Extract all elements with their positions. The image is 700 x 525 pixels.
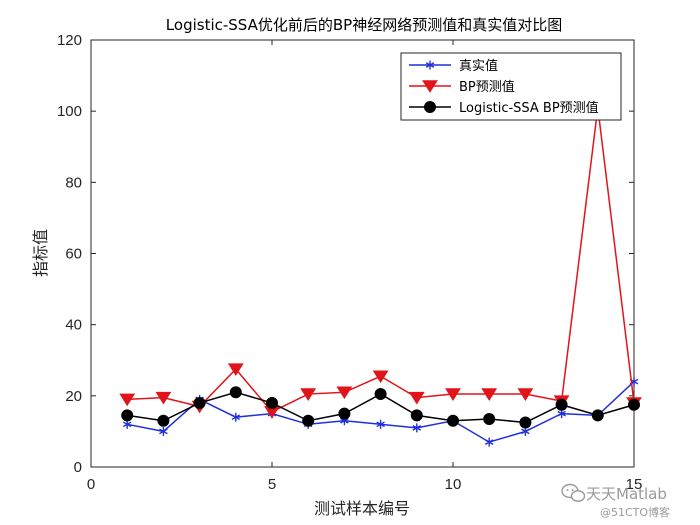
chart-title: Logistic-SSA优化前后的BP神经网络预测值和真实值对比图 bbox=[166, 16, 562, 34]
data-point bbox=[519, 416, 532, 429]
data-point bbox=[229, 386, 242, 399]
data-point bbox=[628, 398, 640, 411]
data-point bbox=[481, 388, 498, 401]
data-point bbox=[231, 412, 241, 422]
data-point bbox=[266, 396, 278, 409]
y-axis-label: 指标值 bbox=[31, 229, 50, 277]
y-tick-label: 40 bbox=[65, 317, 82, 334]
y-tick-label: 60 bbox=[65, 246, 82, 263]
data-point bbox=[591, 409, 604, 422]
x-tick-label: 15 bbox=[626, 476, 643, 493]
x-axis-label: 测试样本编号 bbox=[314, 499, 410, 518]
data-point bbox=[302, 414, 315, 427]
data-point bbox=[121, 409, 134, 422]
x-tick-label: 5 bbox=[268, 476, 276, 493]
series-layer bbox=[119, 101, 642, 447]
watermark-site: @51CTO博客 bbox=[600, 505, 670, 519]
legend-entry: BP预测值 bbox=[409, 79, 515, 95]
y-tick-label: 20 bbox=[65, 388, 82, 405]
x-tick-label: 10 bbox=[445, 476, 462, 493]
data-point bbox=[376, 419, 385, 429]
data-point bbox=[517, 388, 534, 401]
data-point bbox=[338, 407, 351, 420]
data-point bbox=[374, 388, 387, 401]
data-point bbox=[227, 363, 244, 377]
data-point bbox=[555, 398, 568, 411]
legend-marker bbox=[422, 80, 438, 93]
data-point bbox=[155, 391, 172, 405]
legend-label: 真实值 bbox=[459, 58, 498, 74]
legend-label: Logistic-SSA BP预测值 bbox=[459, 100, 599, 116]
data-point bbox=[445, 388, 461, 401]
legend: 真实值 BP预测值 Logistic-SSA BP预测值 bbox=[400, 52, 622, 121]
y-tick-label: 80 bbox=[65, 174, 82, 191]
data-point bbox=[408, 391, 425, 405]
watermark-brand: 天天Matlab bbox=[586, 485, 667, 503]
data-point bbox=[483, 412, 496, 425]
data-point bbox=[372, 370, 389, 384]
y-tick-label: 100 bbox=[57, 103, 82, 120]
data-point bbox=[484, 437, 494, 447]
data-point bbox=[300, 388, 317, 401]
data-point bbox=[410, 409, 423, 422]
y-tick-label: 0 bbox=[74, 459, 82, 476]
data-point bbox=[119, 393, 136, 407]
legend-marker bbox=[424, 101, 436, 113]
watermark: 天天Matlab @51CTO博客 bbox=[561, 483, 670, 519]
data-point bbox=[447, 414, 459, 427]
series-3 bbox=[121, 386, 640, 429]
legend-label: BP预测值 bbox=[459, 79, 515, 95]
y-tick-label: 120 bbox=[57, 32, 82, 49]
x-tick-label: 0 bbox=[87, 476, 95, 493]
legend-entry: Logistic-SSA BP预测值 bbox=[409, 100, 599, 116]
data-point bbox=[336, 386, 353, 400]
wechat-icon bbox=[561, 483, 586, 502]
legend-marker bbox=[425, 60, 435, 70]
data-point bbox=[193, 396, 206, 409]
legend-entry: 真实值 bbox=[409, 58, 498, 74]
data-point bbox=[412, 423, 422, 433]
data-point bbox=[157, 414, 170, 427]
data-point bbox=[159, 426, 168, 436]
